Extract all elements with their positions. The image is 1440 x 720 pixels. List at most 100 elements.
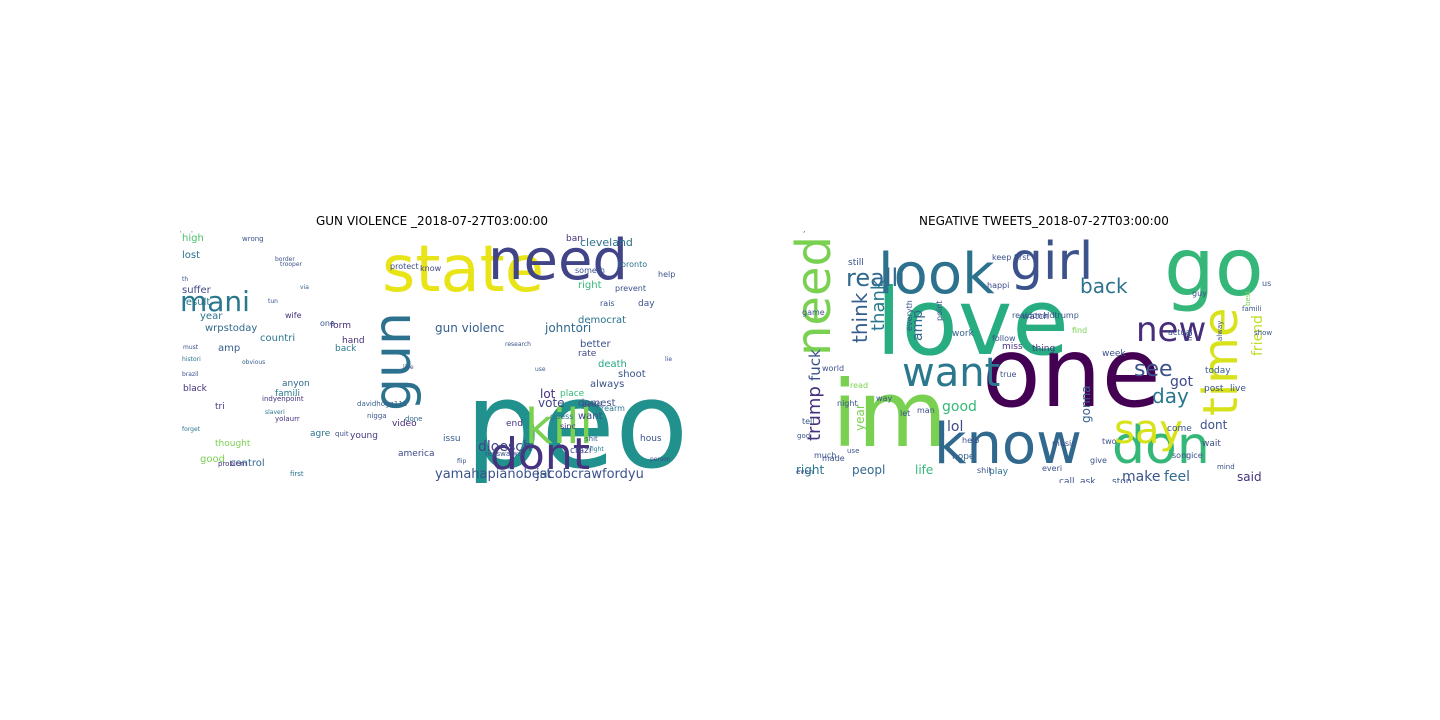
word-0-73: nigga bbox=[367, 412, 387, 420]
word-1-30: dont bbox=[1200, 418, 1228, 432]
gun-violence-title: GUN VIOLENCE _2018-07-27T03:00:00 bbox=[315, 214, 549, 228]
word-0-52: tri bbox=[215, 402, 225, 412]
word-1-71: two bbox=[1102, 437, 1117, 446]
word-1-24: feel bbox=[1164, 469, 1190, 483]
word-1-28: lol bbox=[947, 419, 963, 435]
word-0-6: dont bbox=[490, 429, 590, 480]
word-1-17: think bbox=[848, 292, 872, 343]
word-0-96: peopl bbox=[180, 231, 197, 233]
word-0-37: back bbox=[335, 344, 357, 354]
word-0-72: repswalwel bbox=[485, 450, 524, 458]
word-0-29: want bbox=[578, 411, 603, 422]
word-1-5: girl bbox=[1010, 232, 1093, 292]
word-1-1: one bbox=[982, 317, 1161, 429]
word-1-27: good bbox=[942, 399, 977, 415]
word-1-47: live bbox=[1230, 384, 1246, 394]
word-1-48: work bbox=[952, 329, 975, 339]
word-1-87: god bbox=[797, 432, 810, 440]
word-1-53: happi bbox=[987, 281, 1009, 290]
word-0-32: control bbox=[230, 458, 265, 469]
word-1-86: show bbox=[1254, 329, 1272, 337]
word-1-84: use bbox=[847, 447, 859, 455]
negative-tweets-wordcloud: love one im go look girl know don need time want sa… bbox=[792, 231, 1296, 483]
negative-tweets-title: NEGATIVE TWEETS_2018-07-27T03:00:00 bbox=[919, 214, 1169, 228]
gun-violence-wordcloud-canvas: peoplnrastateneedgunkilldontmaniyamahapi… bbox=[180, 231, 684, 483]
word-0-53: anyon bbox=[282, 379, 310, 389]
word-0-30: domest bbox=[578, 398, 616, 409]
word-0-76: yolaurr bbox=[275, 415, 300, 423]
word-1-45: come bbox=[1167, 424, 1192, 434]
word-1-6: know bbox=[934, 412, 1082, 477]
word-1-77: us bbox=[1262, 279, 1271, 288]
word-0-17: lost bbox=[182, 250, 200, 261]
word-0-50: form bbox=[330, 321, 351, 331]
word-0-13: gun violenc bbox=[435, 321, 504, 335]
gun-violence-wordcloud: peoplnrastateneedgunkilldontmaniyamahapi… bbox=[180, 231, 684, 483]
word-0-39: agre bbox=[310, 429, 331, 439]
word-1-55: point bbox=[935, 301, 944, 321]
word-0-92: lie bbox=[665, 356, 672, 363]
word-0-35: young bbox=[350, 431, 378, 441]
word-1-88: best bbox=[1244, 291, 1252, 306]
word-0-23: countri bbox=[260, 333, 295, 344]
word-1-61: way bbox=[876, 394, 892, 403]
word-0-2: state bbox=[382, 233, 544, 307]
word-0-11: dloesch bbox=[478, 439, 532, 455]
word-1-15: see bbox=[1134, 357, 1173, 382]
word-1-26: got bbox=[1170, 374, 1193, 390]
word-1-65: read bbox=[850, 381, 868, 390]
word-1-9: time bbox=[1193, 308, 1249, 416]
word-0-74: davidhogg111 bbox=[357, 400, 407, 408]
word-1-38: miss bbox=[1002, 342, 1023, 352]
word-1-11: say bbox=[1114, 407, 1183, 453]
word-0-34: america bbox=[398, 449, 434, 459]
word-0-18: suffer bbox=[182, 285, 212, 296]
word-0-95: tun bbox=[268, 298, 278, 305]
word-0-70: problem bbox=[218, 460, 247, 468]
word-1-69: shit bbox=[977, 466, 992, 475]
word-0-75: indyenpoint bbox=[262, 395, 304, 403]
word-0-7: mani bbox=[180, 285, 250, 318]
word-0-36: hand bbox=[342, 336, 365, 346]
word-1-12: new bbox=[1136, 310, 1206, 350]
word-0-48: ban bbox=[566, 234, 583, 244]
word-1-20: fuck bbox=[806, 349, 824, 381]
word-0-60: help bbox=[658, 270, 675, 279]
word-0-49: day bbox=[638, 299, 655, 309]
word-0-66: rais bbox=[600, 299, 615, 308]
word-0-45: black bbox=[183, 384, 208, 394]
word-1-8: need bbox=[792, 236, 842, 356]
word-0-97: wh bbox=[180, 231, 189, 233]
word-1-33: right bbox=[796, 463, 824, 477]
word-1-57: music bbox=[1052, 439, 1076, 448]
word-1-90: old bbox=[792, 231, 803, 233]
word-1-7: don bbox=[1112, 416, 1210, 476]
word-1-4: look bbox=[878, 242, 995, 307]
word-1-85: mind bbox=[1217, 463, 1235, 471]
word-0-43: end bbox=[506, 419, 523, 429]
word-0-9: jacobcrawfordyu bbox=[535, 467, 644, 482]
word-1-25: said bbox=[1237, 470, 1262, 483]
word-0-67: first bbox=[290, 470, 304, 478]
word-0-81: trooper bbox=[280, 261, 303, 268]
word-1-82: famili bbox=[1242, 305, 1261, 313]
word-1-35: today bbox=[1205, 366, 1231, 376]
word-1-74: lie bbox=[1185, 332, 1194, 341]
word-0-46: famili bbox=[275, 389, 300, 399]
word-1-3: go bbox=[1164, 231, 1264, 314]
word-1-59: much bbox=[814, 451, 836, 460]
word-0-84: slaveri bbox=[265, 409, 285, 416]
word-1-36: week bbox=[1102, 349, 1126, 359]
word-1-19: trump bbox=[804, 386, 825, 441]
word-1-56: true bbox=[1000, 370, 1016, 379]
word-0-90: fight bbox=[590, 446, 604, 453]
word-1-54: realdonaldtrump bbox=[1012, 311, 1079, 320]
word-0-77: wrong bbox=[242, 235, 264, 243]
word-0-58: toronto bbox=[618, 260, 647, 269]
word-0-10: johntori bbox=[544, 321, 591, 335]
word-0-63: guess bbox=[550, 412, 573, 421]
word-1-14: back bbox=[1080, 274, 1128, 298]
word-1-34: year bbox=[853, 404, 867, 431]
word-1-89: alway bbox=[1216, 321, 1224, 341]
word-0-87: live bbox=[403, 364, 414, 371]
